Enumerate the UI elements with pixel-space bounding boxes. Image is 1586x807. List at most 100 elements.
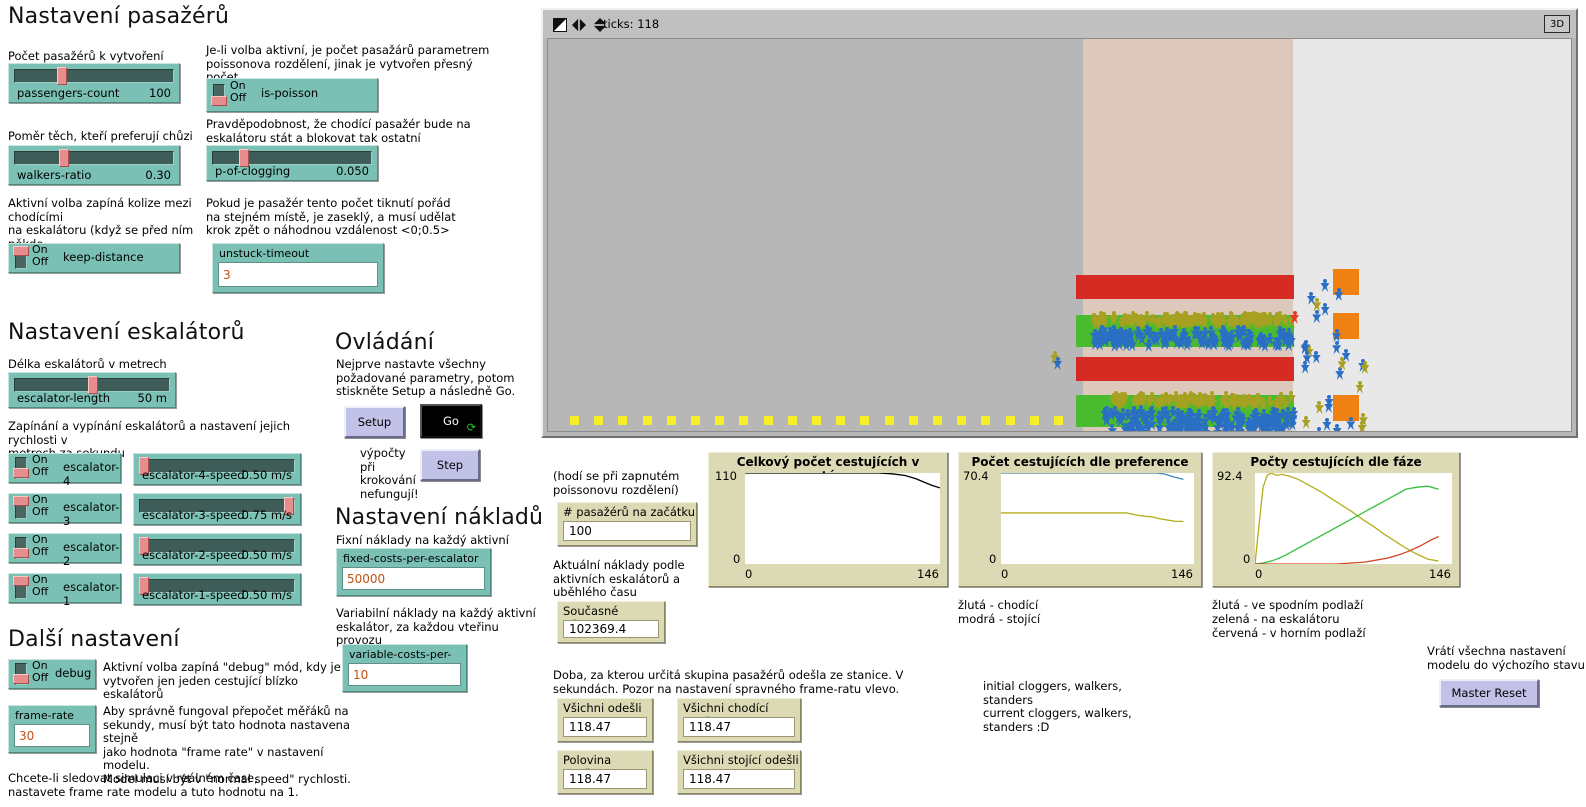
passenger-agent: [1256, 312, 1266, 326]
switch-name: keep-distance: [63, 250, 144, 264]
slider-passengers-count[interactable]: passengers-count 100: [8, 63, 180, 103]
passenger-agent: [1241, 337, 1251, 351]
plot-total-passengers[interactable]: Celkový počet cestujících v systému 110 …: [708, 452, 948, 587]
input-variable-costs-per-second[interactable]: variable-costs-per-second 10: [342, 644, 467, 692]
switch-knob[interactable]: [13, 674, 29, 684]
slider-knob[interactable]: [284, 497, 294, 515]
switch-escalator-1[interactable]: On Off escalator-1: [8, 573, 121, 608]
passenger-agent: [1271, 337, 1281, 351]
monitor-all-left: Všichni odešli 118.47: [557, 698, 653, 742]
switch-knob[interactable]: [13, 496, 29, 506]
passenger-agent: [1123, 408, 1133, 422]
plot-y-max: 92.4: [1217, 469, 1243, 483]
plot-by-phase[interactable]: Počty cestujících dle fáze 92.4 0 0 146: [1212, 452, 1460, 587]
setup-button[interactable]: Setup: [344, 406, 405, 438]
slider-escalator-3-speed[interactable]: escalator-3-speed 0.75 m/s: [133, 493, 301, 525]
input-fixed-costs-per-escalator[interactable]: fixed-costs-per-escalator 50000: [336, 548, 491, 596]
switch-knob[interactable]: [211, 96, 227, 106]
world-view-panel[interactable]: ticks: 118 3D: [541, 8, 1578, 438]
passenger-agent: [1162, 312, 1172, 326]
passenger-agent: [1142, 325, 1152, 339]
passenger-agent: [1200, 335, 1209, 349]
plot-by-preference[interactable]: Počet cestujících dle preference 70.4 0 …: [958, 452, 1202, 587]
slider-knob[interactable]: [139, 457, 149, 475]
plot-series: [1001, 472, 1184, 480]
floor-dot: [957, 416, 967, 425]
input-value[interactable]: 30: [14, 724, 90, 747]
passenger-agent: [1139, 425, 1149, 431]
slider-p-of-clogging[interactable]: p-of-clogging 0.050: [206, 145, 378, 181]
go-button[interactable]: Go ⟳: [420, 404, 482, 438]
input-value[interactable]: 3: [218, 262, 378, 287]
passenger-agent: [1301, 415, 1311, 429]
floor-dot: [1054, 416, 1063, 425]
slider-escalator-2-speed[interactable]: escalator-2-speed 0.50 m/s: [133, 533, 301, 565]
select-tool-icon[interactable]: [553, 18, 567, 32]
slider-walkers-ratio[interactable]: walkers-ratio 0.30: [8, 145, 180, 185]
passenger-agent: [1120, 391, 1130, 405]
slider-knob[interactable]: [139, 577, 149, 595]
passenger-agent: [1322, 417, 1332, 431]
master-reset-button[interactable]: Master Reset: [1439, 679, 1539, 707]
passenger-agent: [1189, 392, 1199, 406]
step-button[interactable]: Step: [420, 449, 480, 481]
passenger-agent: [1138, 315, 1148, 329]
slider-knob[interactable]: [59, 149, 69, 167]
switch-is-poisson[interactable]: On Off is-poisson: [206, 78, 378, 112]
slider-knob[interactable]: [239, 149, 249, 167]
switch-knob[interactable]: [13, 548, 29, 558]
floor-dot: [715, 416, 725, 425]
switch-escalator-2[interactable]: On Off escalator-2: [8, 533, 121, 568]
switch-off-label: Off: [32, 585, 49, 598]
plot-series: [1254, 472, 1439, 565]
passenger-agent: [1259, 312, 1269, 326]
slider-label: escalator-length: [17, 391, 111, 405]
slider-escalator-length[interactable]: escalator-length 50 m: [8, 372, 176, 408]
passenger-agent: [1222, 407, 1232, 421]
slider-escalator-4-speed[interactable]: escalator-4-speed 0.50 m/s: [133, 453, 301, 485]
input-value[interactable]: 50000: [342, 567, 485, 590]
switch-knob[interactable]: [13, 246, 29, 256]
passenger-agent: [1278, 422, 1288, 431]
slider-label: escalator-3-speed: [142, 508, 245, 522]
passenger-agent: [1106, 407, 1116, 421]
slider-escalator-1-speed[interactable]: escalator-1-speed 0.50 m/s: [133, 573, 301, 605]
plot-y-max: 110: [715, 469, 737, 483]
switch-escalator-4[interactable]: On Off escalator-4: [8, 453, 121, 488]
switch-escalator-3[interactable]: On Off escalator-3: [8, 493, 121, 528]
monitor-start-count: # pasažérů na začátku 100: [557, 502, 697, 546]
switch-debug[interactable]: On Off debug: [8, 659, 96, 689]
world-toolbar: ticks: 118 3D: [543, 10, 1576, 38]
passenger-agent: [1236, 413, 1246, 427]
passenger-agent: [1249, 410, 1259, 424]
switch-knob[interactable]: [13, 468, 29, 478]
slider-knob[interactable]: [57, 67, 67, 85]
slider-knob[interactable]: [139, 537, 149, 555]
realtime-note: Chcete-li sledovat simulaci v reálném ča…: [8, 771, 299, 799]
current-cost-note: Aktuální náklady podle aktivních eskalát…: [553, 558, 685, 599]
floor-dot: [594, 416, 604, 425]
plot-title: Počet cestujících dle preference: [971, 455, 1189, 469]
view-3d-button[interactable]: 3D: [1544, 15, 1570, 33]
pan-vertical-icon[interactable]: [593, 18, 607, 32]
passenger-agent: [1196, 313, 1206, 327]
switch-name: escalator-1: [63, 580, 120, 608]
world-canvas[interactable]: [547, 38, 1572, 432]
input-value[interactable]: 10: [348, 663, 461, 686]
slider-track: [139, 499, 295, 513]
slider-knob[interactable]: [88, 376, 98, 394]
switch-knob[interactable]: [13, 576, 29, 586]
switch-keep-distance[interactable]: On Off keep-distance: [8, 243, 180, 273]
pan-horizontal-icon[interactable]: [572, 18, 586, 32]
passenger-agent: [1209, 406, 1219, 420]
monitor-value: 100: [563, 521, 691, 541]
input-label: fixed-costs-per-escalator: [343, 552, 479, 565]
input-frame-rate[interactable]: frame-rate 30: [8, 705, 96, 753]
passenger-agent: [1324, 394, 1334, 408]
passenger-agent: [1332, 424, 1342, 431]
walkers-ratio-note: Poměr těch, kteří preferují chůzi: [8, 129, 193, 143]
passenger-agent: [1133, 326, 1143, 340]
input-unstuck-timeout[interactable]: unstuck-timeout 3: [212, 243, 384, 293]
passenger-agent: [1148, 313, 1158, 327]
floor-dot: [642, 416, 652, 425]
